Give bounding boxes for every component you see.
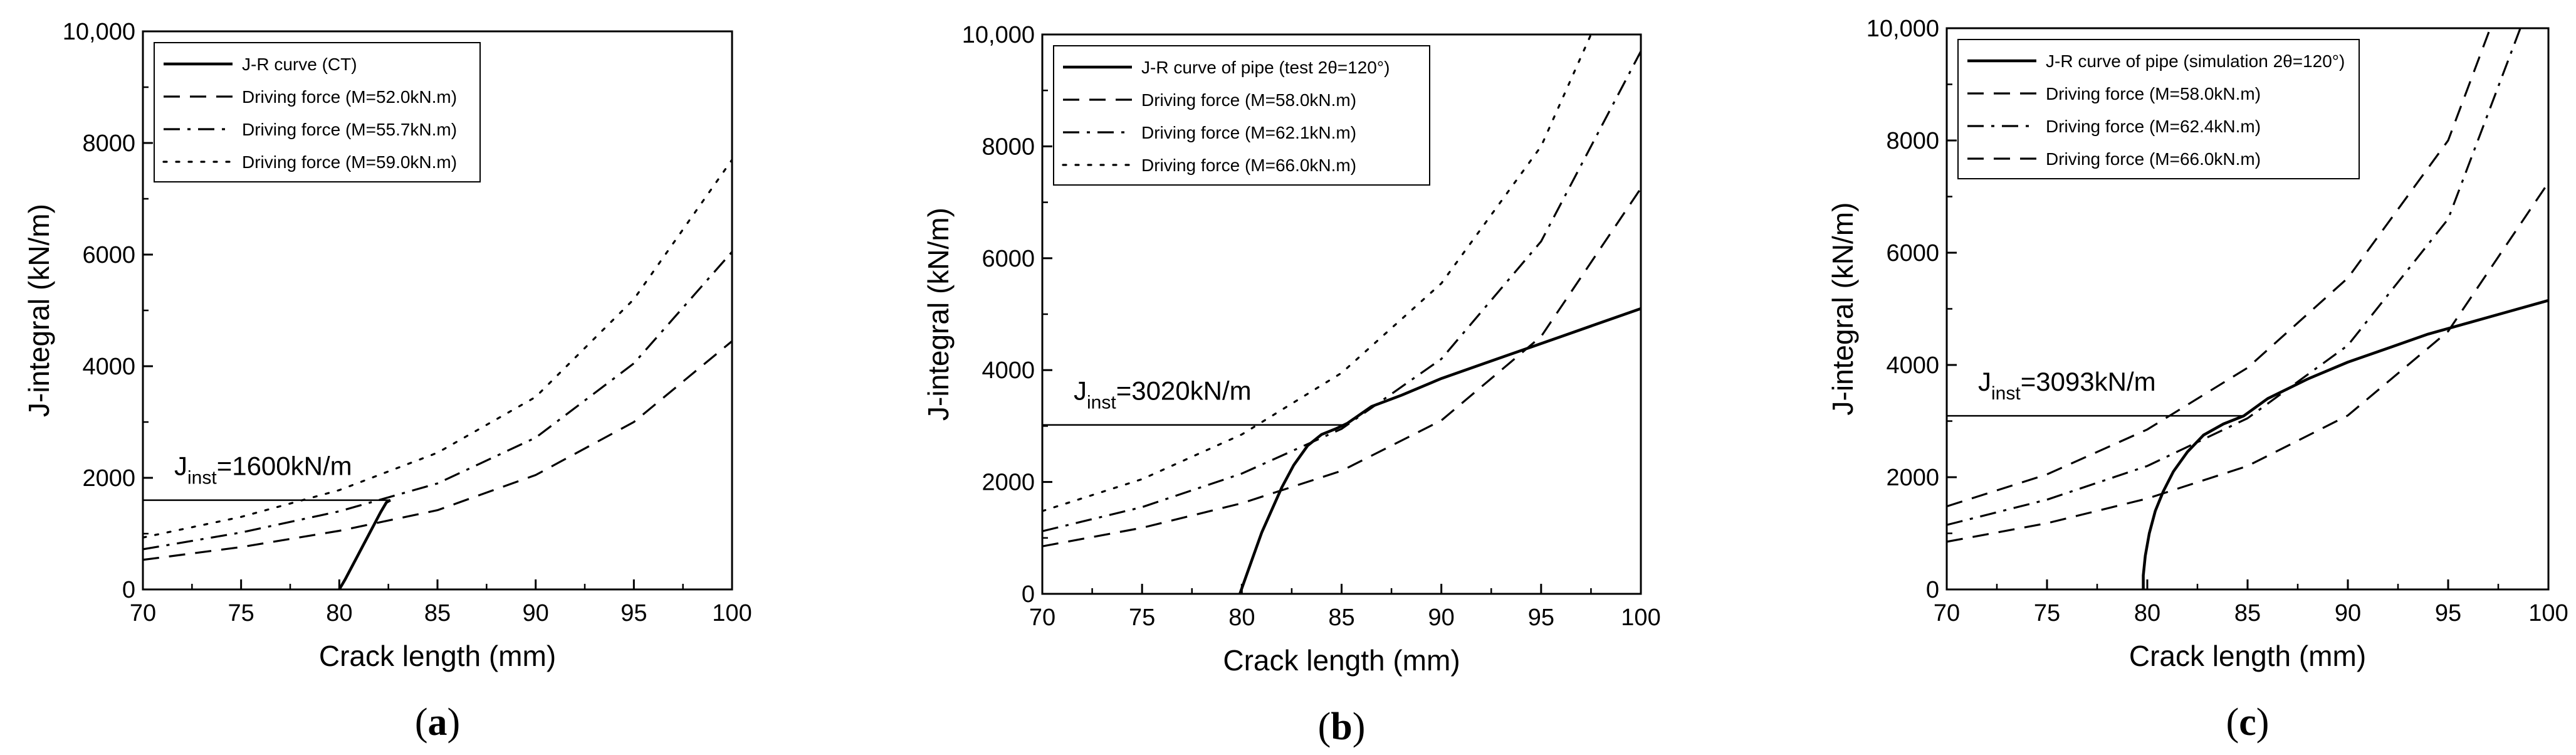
y-tick-label: 4000 [982, 357, 1035, 384]
jinst-annotation: Jinst=1600kN/m [174, 451, 352, 488]
series-line-4 [143, 159, 732, 539]
jinst-text-rest: =3020kN/m [1116, 376, 1252, 406]
chart-panel-a: Jinst=1600kN/m 70 75 80 85 90 95 100 0 2000 4000 60… [23, 19, 752, 744]
x-tick-label: 85 [2234, 600, 2261, 626]
series-line-2 [1947, 182, 2548, 543]
x-tick-label: 70 [130, 600, 156, 626]
y-tick-label: 2000 [1886, 465, 1939, 491]
legend-label-1: J-R curve (CT) [242, 55, 357, 74]
y-tick-label: 10,000 [63, 19, 135, 45]
x-axis-label: Crack length (mm) [319, 640, 556, 672]
legend-label-4: Driving force (M=66.0kN.m) [2046, 149, 2261, 169]
y-tick-label: 8000 [982, 134, 1035, 160]
x-tick-label: 100 [1621, 605, 1660, 631]
y-tick-label: 10,000 [1867, 16, 1939, 42]
x-tick-label: 100 [2528, 600, 2568, 626]
legend: J-R curve (CT) Driving force (M=52.0kN.m)… [154, 42, 481, 182]
y-tick-label: 0 [1926, 577, 1939, 603]
y-tick-label: 4000 [1886, 352, 1939, 379]
legend: J-R curve of pipe (test 2θ=120°) Driving … [1053, 45, 1430, 186]
y-tick-label: 8000 [1886, 128, 1939, 154]
x-tick-label: 75 [2034, 600, 2060, 626]
panel-label: (c) [2226, 701, 2270, 744]
panel-label: (b) [1318, 705, 1366, 748]
panel-label: (a) [415, 701, 460, 744]
y-tick-label: 6000 [982, 246, 1035, 272]
legend: J-R curve of pipe (simulation 2θ=120°) Dr… [1957, 39, 2360, 179]
legend-label-3: Driving force (M=62.1kN.m) [1141, 123, 1356, 142]
x-tick-label: 75 [228, 600, 254, 626]
y-tick-label: 10,000 [962, 22, 1035, 48]
x-tick-label: 90 [1428, 605, 1455, 631]
series-line-2 [1042, 187, 1641, 547]
x-tick-label: 85 [1328, 605, 1354, 631]
y-tick-label: 6000 [1886, 240, 1939, 267]
x-tick-label: 80 [1228, 605, 1255, 631]
jinst-text-main: J [174, 451, 187, 481]
legend-box [154, 42, 481, 182]
x-tick-label: 95 [620, 600, 647, 626]
legend-label-3: Driving force (M=62.4kN.m) [2046, 117, 2261, 136]
legend-label-4: Driving force (M=66.0kN.m) [1141, 156, 1356, 175]
y-tick-label: 8000 [82, 130, 135, 157]
y-tick-label: 0 [122, 577, 135, 603]
x-tick-label: 90 [523, 600, 549, 626]
legend-label-1: J-R curve of pipe (simulation 2θ=120°) [2046, 51, 2345, 71]
jinst-text-main: J [1978, 367, 1991, 396]
y-axis-label: J-integral (kN/m) [23, 204, 55, 417]
series-line-1 [338, 499, 391, 589]
series-line-3 [1947, 28, 2521, 526]
x-axis-label: Crack length (mm) [2129, 640, 2366, 672]
legend-label-2: Driving force (M=58.0kN.m) [1141, 90, 1356, 110]
legend-label-4: Driving force (M=59.0kN.m) [242, 152, 457, 172]
jinst-text-sub: inst [187, 468, 217, 488]
y-axis-label: J-integral (kN/m) [922, 208, 955, 421]
legend-box [1957, 39, 2360, 179]
legend-label-1: J-R curve of pipe (test 2θ=120°) [1141, 58, 1390, 77]
x-tick-label: 85 [424, 600, 451, 626]
x-tick-label: 80 [326, 600, 352, 626]
jinst-annotation: Jinst=3093kN/m [1978, 367, 2156, 404]
series-line-2 [143, 340, 732, 561]
jinst-text-main: J [1074, 376, 1087, 406]
y-tick-label: 2000 [82, 465, 135, 492]
x-tick-label: 80 [2134, 600, 2160, 626]
y-axis-label: J-integral (kN/m) [1826, 203, 1859, 416]
series-line-3 [1042, 51, 1641, 532]
x-tick-label: 90 [2335, 600, 2361, 626]
y-tick-label: 6000 [82, 242, 135, 268]
y-tick-label: 0 [1022, 581, 1035, 608]
series-line-1 [2142, 298, 2548, 589]
x-tick-label: 95 [1528, 605, 1554, 631]
jinst-text-sub: inst [1087, 393, 1116, 413]
legend-label-2: Driving force (M=52.0kN.m) [242, 87, 457, 107]
x-tick-label: 100 [712, 600, 751, 626]
x-tick-label: 70 [1029, 605, 1055, 631]
jinst-text-sub: inst [1991, 383, 2021, 404]
series-line-4 [1947, 28, 2491, 508]
jinst-text-rest: =1600kN/m [217, 451, 352, 481]
chart-panel-c: Jinst=3093kN/m 70 75 80 85 90 95 100 0 2000 4000 60… [1826, 16, 2568, 744]
series-line-3 [143, 251, 732, 551]
x-axis-label: Crack length (mm) [1223, 644, 1460, 677]
y-tick-label: 4000 [82, 354, 135, 380]
x-tick-label: 75 [1129, 605, 1155, 631]
jinst-annotation: Jinst=3020kN/m [1074, 376, 1252, 413]
legend-label-2: Driving force (M=58.0kN.m) [2046, 84, 2261, 103]
legend-box [1053, 45, 1430, 186]
jinst-text-rest: =3093kN/m [2021, 367, 2156, 396]
x-tick-label: 70 [1934, 600, 1960, 626]
series-line-1 [1238, 307, 1641, 594]
chart-panel-b: Jinst=3020kN/m 70 75 80 85 90 95 100 0 2000 4000 60… [922, 22, 1661, 748]
y-tick-label: 2000 [982, 470, 1035, 496]
x-tick-label: 95 [2435, 600, 2461, 626]
legend-label-3: Driving force (M=55.7kN.m) [242, 120, 457, 139]
